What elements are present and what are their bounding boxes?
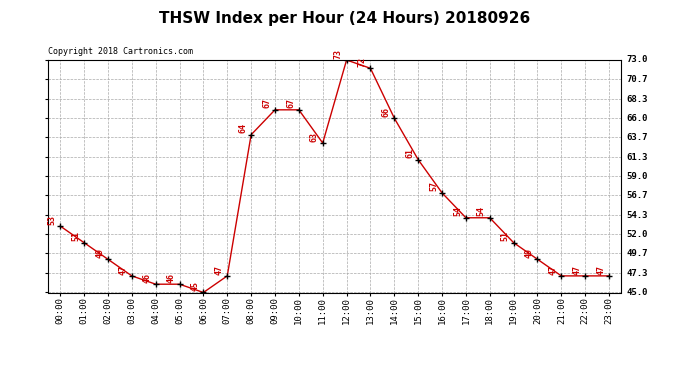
Text: 46: 46 xyxy=(167,273,176,283)
Text: 67: 67 xyxy=(286,98,295,108)
Text: THSW  (°F): THSW (°F) xyxy=(548,44,601,52)
Text: 54.3: 54.3 xyxy=(627,211,648,220)
Text: 70.7: 70.7 xyxy=(627,75,648,84)
Text: 47.3: 47.3 xyxy=(627,269,648,278)
Text: 61: 61 xyxy=(405,148,414,158)
Text: 68.3: 68.3 xyxy=(627,94,648,104)
Text: 57: 57 xyxy=(429,182,438,192)
Text: THSW Index per Hour (24 Hours) 20180926: THSW Index per Hour (24 Hours) 20180926 xyxy=(159,11,531,26)
Text: Copyright 2018 Cartronics.com: Copyright 2018 Cartronics.com xyxy=(48,47,193,56)
Text: 45.0: 45.0 xyxy=(627,288,648,297)
Text: 49: 49 xyxy=(524,248,533,258)
Text: 46: 46 xyxy=(143,273,152,283)
Text: 54: 54 xyxy=(477,206,486,216)
Text: 53: 53 xyxy=(48,214,57,225)
Text: 51: 51 xyxy=(501,231,510,241)
Text: 47: 47 xyxy=(573,264,582,274)
Text: 49: 49 xyxy=(95,248,104,258)
Text: 47: 47 xyxy=(119,264,128,274)
Text: 66: 66 xyxy=(382,107,391,117)
Text: 73.0: 73.0 xyxy=(627,56,648,64)
Text: 52.0: 52.0 xyxy=(627,230,648,239)
Text: 51: 51 xyxy=(71,231,80,241)
Text: 61.3: 61.3 xyxy=(627,153,648,162)
Text: 63: 63 xyxy=(310,132,319,142)
Text: 45: 45 xyxy=(190,281,199,291)
Text: 66.0: 66.0 xyxy=(627,114,648,123)
Text: 49.7: 49.7 xyxy=(627,249,648,258)
Text: 72: 72 xyxy=(357,57,366,67)
Text: 67: 67 xyxy=(262,98,271,108)
Text: 47: 47 xyxy=(549,264,558,274)
Text: 47: 47 xyxy=(215,264,224,274)
Text: 47: 47 xyxy=(596,264,605,274)
Text: 56.7: 56.7 xyxy=(627,191,648,200)
Text: 54: 54 xyxy=(453,206,462,216)
Text: 63.7: 63.7 xyxy=(627,133,648,142)
Text: 64: 64 xyxy=(238,123,247,134)
Text: 59.0: 59.0 xyxy=(627,172,648,181)
Text: 73: 73 xyxy=(334,49,343,58)
